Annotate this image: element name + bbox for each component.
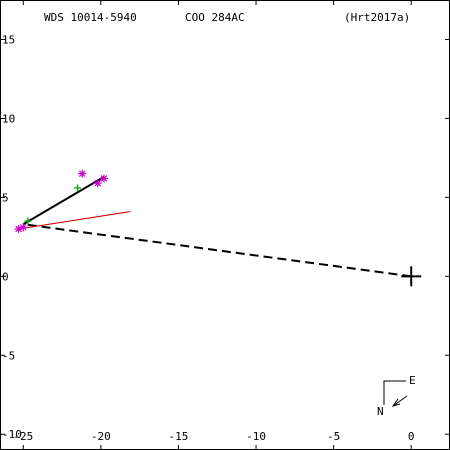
asterisk-point-0-2 <box>99 174 108 183</box>
x-tick-label-2: -15 <box>169 430 189 443</box>
header-wds-id: WDS 10014-5940 <box>44 11 137 24</box>
x-tick-label-0: -25 <box>13 430 33 443</box>
y-tick-label-0: 15 <box>2 33 15 46</box>
primary-star-cross <box>401 266 422 287</box>
compass-axes <box>383 380 406 405</box>
y-tick-label-3: 0 <box>2 270 9 283</box>
compass-rose: E N <box>377 374 416 418</box>
axis-tick-labels: -25 -20 -15 -10 -5 0 15 10 5 0 -5 -10 <box>2 33 415 443</box>
header-discoverer: COO 284AC <box>185 11 245 24</box>
observation-marks <box>14 169 422 287</box>
asterisk-point-0-1 <box>93 179 102 188</box>
compass-east-label: E <box>409 374 416 387</box>
header-reference: (Hrt2017a) <box>344 11 410 24</box>
compass-arrowhead <box>391 398 401 407</box>
fit-line <box>18 211 131 230</box>
compass-north-label: N <box>377 405 384 418</box>
y-tick-label-5: -10 <box>2 428 22 441</box>
y-tick-label-4: -5 <box>2 349 15 362</box>
x-tick-label-1: -20 <box>91 430 111 443</box>
primary-to-companion-dashed-line <box>23 223 412 278</box>
x-tick-label-5: 0 <box>408 430 415 443</box>
asterisk-point-0-0 <box>78 169 87 178</box>
compass-motion-arrow <box>392 395 408 407</box>
motion-line <box>22 175 105 226</box>
orbit-lines <box>18 175 412 278</box>
x-tick-label-4: -5 <box>327 430 340 443</box>
plus-point-1-1 <box>24 217 32 225</box>
x-tick-label-3: -10 <box>246 430 266 443</box>
y-tick-label-2: 5 <box>2 191 9 204</box>
asterisk-point-0-4 <box>14 224 23 233</box>
plus-point-1-0 <box>74 184 82 192</box>
y-tick-label-1: 10 <box>2 112 15 125</box>
